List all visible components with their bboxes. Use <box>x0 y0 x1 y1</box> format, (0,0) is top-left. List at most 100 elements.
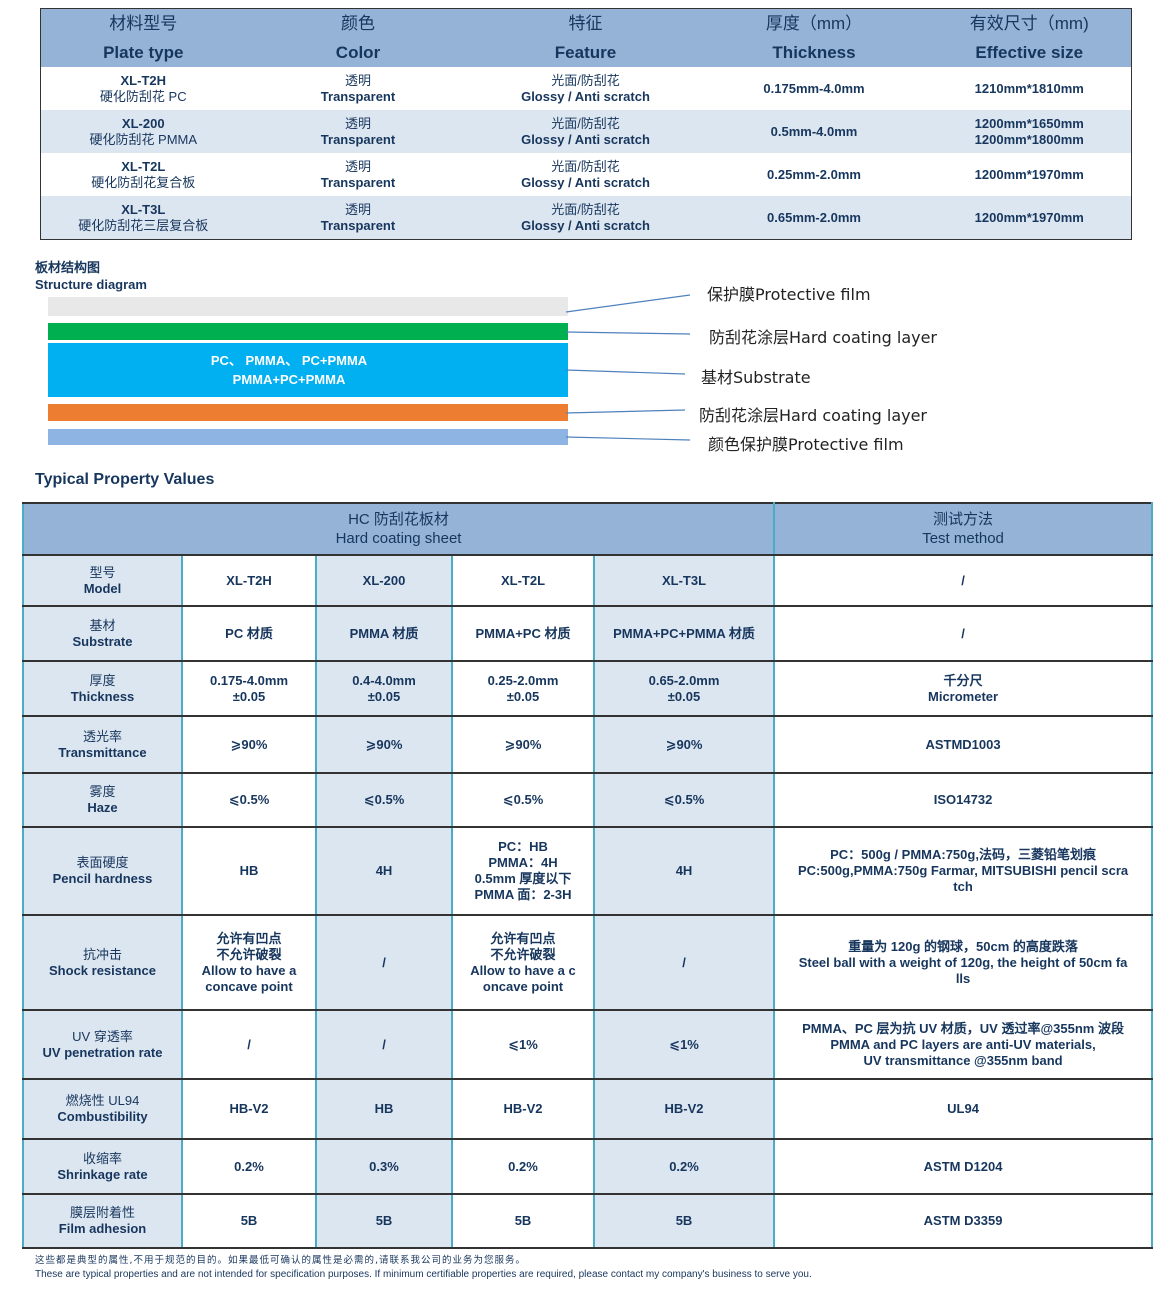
cell-text: 硬化防刮花复合板 <box>91 174 196 190</box>
property-value: PMMA+PC 材质 <box>451 605 595 662</box>
table-row: XL-T2L 硬化防刮花复合板 透明 Transparent 光面/防刮花 Glossy … <box>41 153 1132 196</box>
test-method-value: ISO14732 <box>773 772 1154 828</box>
test-zh: 测试方法 <box>933 511 994 528</box>
table-cell: 光面/防刮花 Glossy / Anti scratch <box>470 196 701 240</box>
layer-hard-coating-top <box>48 323 568 340</box>
cell-text: Transparent <box>320 217 396 233</box>
footnote-en: These are typical properties and are not… <box>35 1269 812 1280</box>
table-cell: 0.5mm-4.0mm <box>700 110 928 153</box>
property-value: HB-V2 <box>451 1078 595 1140</box>
test-method-value: / <box>773 605 1154 662</box>
property-value: 0.4-4.0mm ±0.05 <box>315 660 453 717</box>
cell-text: 1210mm*1810mm <box>974 80 1084 96</box>
property-value: 5B <box>315 1193 453 1249</box>
property-value: 0.175-4.0mm ±0.05 <box>181 660 317 717</box>
property-label: 雾度 Haze <box>22 772 183 828</box>
table-row: XL-T3L 硬化防刮花三层复合板 透明 Transparent 光面/防刮花 Gloss… <box>40 196 1132 240</box>
table-row: XL-200 硬化防刮花 PMMA 透明 Transparent 光面/防刮花 Gloss… <box>40 110 1132 153</box>
table-cell: 1200mm*1970mm <box>927 196 1132 240</box>
property-value: 4H <box>592 826 776 916</box>
cell-text: 硬化防刮花 PC <box>99 88 187 104</box>
label-zh: 厚度 <box>89 672 116 688</box>
property-value: ⩽0.5% <box>451 772 595 828</box>
cell-text: 1200mm*1970mm <box>974 166 1084 182</box>
cell-text: 硬化防刮花 PMMA <box>89 131 198 147</box>
property-value: / <box>592 914 776 1011</box>
test-method-value: ASTM D3359 <box>773 1193 1154 1249</box>
cell-text: 光面/防刮花 <box>551 158 620 174</box>
label-zh: 雾度 <box>89 784 116 799</box>
cell-text: 透明 <box>344 72 371 88</box>
label-zh: 型号 <box>89 564 116 580</box>
property-value: 0.2% <box>181 1138 317 1195</box>
property-label: 燃烧性 UL94 Combustibility <box>22 1078 183 1140</box>
cell-text: 0.25mm-2.0mm <box>767 166 861 182</box>
cell-text: 透明 <box>344 115 371 131</box>
leader-lines <box>565 294 691 441</box>
cell-text: 0.5mm-4.0mm <box>770 123 858 139</box>
cell-text: 光面/防刮花 <box>551 201 620 217</box>
label-hard-coating-bottom: 防刮花涂层Hard coating layer <box>699 406 928 425</box>
table-row: XL-T2H 硬化防刮花 PC 透明 Transparent 光面/防刮花 Glossy … <box>41 67 1132 110</box>
property-value: HB <box>181 826 317 916</box>
label-en: UV penetration rate <box>42 1044 163 1060</box>
table-cell: XL-T3L 硬化防刮花三层复合板 <box>40 196 246 240</box>
structure-diagram-title: 板材结构图 Structure diagram <box>35 259 147 293</box>
property-table-header: HC 防刮花板材 Hard coating sheet 测试方法 Test meth… <box>21 502 1154 556</box>
layer-color-protective-film <box>48 429 568 445</box>
property-label: 厚度 Thickness <box>22 660 183 717</box>
table-row: UV 穿透率 UV penetration rate / / ⩽1% ⩽1% PMMA、PC… <box>22 1009 1154 1080</box>
table-cell: 透明 Transparent <box>246 67 471 110</box>
label-en: Haze <box>87 800 118 815</box>
cell-text: Glossy / Anti scratch <box>521 217 650 233</box>
property-label: 表面硬度 Pencil hardness <box>22 826 183 916</box>
property-value: ⩽0.5% <box>592 772 776 828</box>
cell-text: Transparent <box>320 131 396 147</box>
property-value: / <box>315 914 453 1011</box>
header-en: Effective size <box>975 43 1084 62</box>
property-value: 0.2% <box>451 1138 595 1195</box>
label-zh: 收缩率 <box>82 1150 122 1166</box>
label-en: Pencil hardness <box>52 871 153 886</box>
property-value: 4H <box>315 826 453 916</box>
footnote-zh: 这些都是典型的属性,不用于规范的目的。如果最低可确认的属性是必需的,请联系我公司… <box>35 1255 527 1266</box>
cell-text: XL-T2H <box>120 72 167 88</box>
substrate-materials-2: PMMA+PC+PMMA <box>232 372 346 387</box>
cell-text: 0.175mm-4.0mm <box>763 80 865 96</box>
property-value: 5B <box>181 1193 317 1249</box>
property-value: 0.25-2.0mm ±0.05 <box>451 660 595 717</box>
property-label: 透光率 Transmittance <box>22 715 183 774</box>
property-value: HB <box>315 1078 453 1140</box>
label-en: Combustibility <box>57 1109 148 1124</box>
cell-text: 硬化防刮花三层复合板 <box>78 217 209 233</box>
plate-header-cell: 材料型号 Plate type <box>40 8 246 67</box>
header-test-method: 测试方法 Test method <box>773 502 1154 556</box>
property-label: 抗冲击 Shock resistance <box>22 914 183 1011</box>
cell-text: 透明 <box>344 158 371 174</box>
cell-text: Glossy / Anti scratch <box>521 131 650 147</box>
property-table: HC 防刮花板材 Hard coating sheet 测试方法 Test meth… <box>21 502 1154 1249</box>
property-value: ⩽1% <box>592 1009 776 1080</box>
table-cell: 1210mm*1810mm <box>928 67 1132 110</box>
test-method-value: PC：500g / PMMA:750g,法码，三菱铅笔划痕 PC:500g,PM… <box>773 826 1154 916</box>
layer-substrate: PC、 PMMA、 PC+PMMA PMMA+PC+PMMA <box>48 343 568 397</box>
label-zh: 表面硬度 <box>76 855 129 870</box>
property-value: PMMA 材质 <box>315 605 453 662</box>
test-en: Test method <box>922 530 1004 547</box>
table-row: 基材 Substrate PC 材质 PMMA 材质 PMMA+PC 材质 PMMA+PC… <box>22 605 1154 662</box>
property-label: 膜层附着性 Film adhesion <box>22 1193 183 1249</box>
leader-line <box>565 294 691 313</box>
test-method-value: / <box>773 554 1154 607</box>
property-label: UV 穿透率 UV penetration rate <box>22 1009 183 1080</box>
label-zh: 透光率 <box>82 728 122 744</box>
table-row: 雾度 Haze ⩽0.5% ⩽0.5% ⩽0.5% ⩽0.5% ISO14732 <box>22 772 1154 828</box>
property-value: ⩽1% <box>451 1009 595 1080</box>
table-cell: 0.25mm-2.0mm <box>701 153 928 196</box>
table-cell: 1200mm*1650mm 1200mm*1800mm <box>927 110 1132 153</box>
table-row: 膜层附着性 Film adhesion 5B 5B 5B 5B ASTM D3359 <box>22 1193 1154 1249</box>
property-value: HB-V2 <box>592 1078 776 1140</box>
header-hard-coating-sheet: HC 防刮花板材 Hard coating sheet <box>21 502 776 556</box>
label-zh: UV 穿透率 <box>72 1028 133 1044</box>
plate-header-cell: 有效尺寸（mm) Effective size <box>927 8 1132 67</box>
header-zh: 颜色 <box>341 14 375 33</box>
